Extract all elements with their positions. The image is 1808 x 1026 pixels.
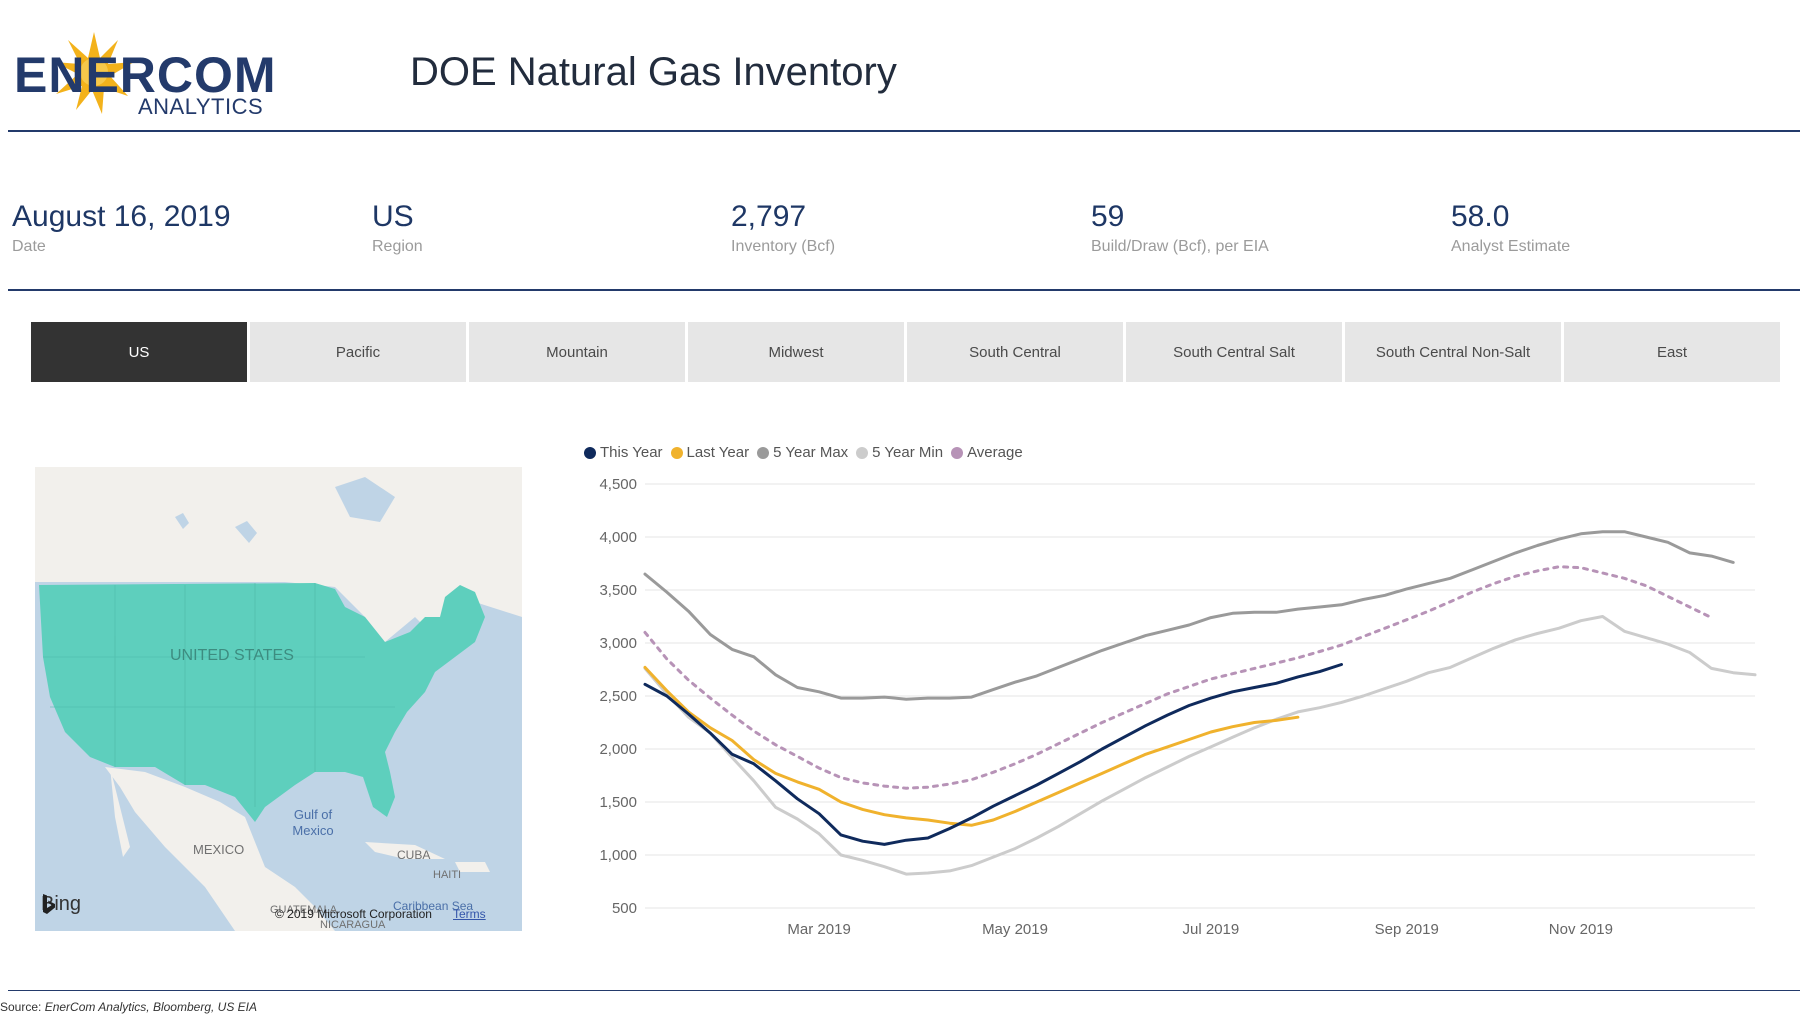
map-label-gulf: Gulf of Mexico: [292, 807, 334, 838]
tab-midwest[interactable]: Midwest: [688, 322, 904, 382]
y-tick-label: 1,500: [599, 794, 637, 811]
legend-dot-this-year: [584, 446, 596, 459]
inventory-line-chart: 500 1,000 1,500 2,000 2,500 3,000 3,500 4,000 4,…: [599, 476, 1757, 938]
region-tabs: US Pacific Mountain Midwest South Centra…: [31, 322, 1780, 382]
logo: [12, 30, 272, 122]
x-tick-label: May 2019: [982, 921, 1048, 938]
kpi-date-value: August 16, 2019: [12, 200, 231, 233]
bing-logo[interactable]: Bing: [41, 893, 81, 916]
x-tick-label: Jul 2019: [1183, 921, 1240, 938]
source-prefix: Source:: [0, 1000, 42, 1014]
tab-east[interactable]: East: [1564, 322, 1780, 382]
kpi-inventory-value: 2,797: [731, 200, 807, 233]
legend-dot-5yr-min: [856, 446, 869, 459]
kpi-analyst-estimate-value: 58.0: [1451, 200, 1510, 233]
tab-pacific[interactable]: Pacific: [250, 322, 466, 382]
tab-south-central-non-salt[interactable]: South Central Non-Salt: [1345, 322, 1561, 382]
y-tick-label: 4,500: [599, 476, 637, 493]
kpi-date-label: Date: [12, 238, 46, 255]
header-divider: [8, 130, 1800, 132]
chart-legend: This Year Last Year 5 Year Max 5 Year Mi…: [584, 444, 1023, 461]
map-label-caribbean: Caribbean Sea: [393, 899, 474, 913]
legend-dot-last-year: [670, 446, 683, 459]
kpi-analyst-estimate: 58.0 Analyst Estimate: [1451, 200, 1791, 256]
legend-item-5yr-max[interactable]: 5 Year Max: [757, 444, 848, 461]
legend-dot-average: [951, 446, 964, 459]
y-tick-label: 4,000: [599, 529, 637, 546]
legend-item-this-year[interactable]: This Year: [584, 444, 663, 461]
logo-subtitle: ANALYTICS: [138, 94, 264, 119]
map-canvas: [35, 467, 522, 931]
bing-icon: [43, 894, 55, 914]
kpi-inventory: 2,797 Inventory (Bcf): [731, 200, 1071, 256]
map-label-haiti: HAITI: [433, 869, 462, 881]
map-label-guatemala: GUATEMALA: [270, 904, 338, 916]
footer-divider: [8, 990, 1800, 991]
legend-item-last-year[interactable]: Last Year: [670, 444, 750, 461]
y-tick-label: 3,000: [599, 635, 637, 652]
tab-mountain[interactable]: Mountain: [469, 322, 685, 382]
kpi-analyst-estimate-label: Analyst Estimate: [1451, 238, 1571, 255]
legend-label-5yr-max: 5 Year Max: [773, 444, 849, 461]
y-tick-label: 2,500: [599, 688, 637, 705]
x-tick-label: Mar 2019: [787, 921, 850, 938]
tab-us[interactable]: US: [31, 322, 247, 382]
map-label-mexico: MEXICO: [193, 842, 245, 857]
map-label-cuba: CUBA: [397, 848, 431, 862]
y-tick-label: 1,000: [599, 847, 637, 864]
series-line-5-year-min: [643, 615, 1757, 876]
legend-label-average: Average: [967, 444, 1023, 461]
kpi-date: August 16, 2019 Date: [12, 200, 352, 256]
kpi-build-draw-value: 59: [1091, 200, 1125, 233]
source-note: Source: EnerCom Analytics, Bloomberg, US…: [0, 1000, 257, 1014]
legend-label-last-year: Last Year: [686, 444, 750, 461]
legend-label-5yr-min: 5 Year Min: [872, 444, 944, 461]
series-line-average: [643, 565, 1713, 790]
kpi-region: US Region: [372, 200, 712, 256]
kpi-divider: [8, 289, 1800, 291]
sun-logo-icon: [54, 32, 134, 114]
legend-label-this-year: This Year: [600, 444, 663, 461]
legend-item-average[interactable]: Average: [951, 444, 1023, 461]
us-highlight-shape: [39, 583, 485, 822]
series-line-last-year: [643, 665, 1300, 827]
tab-south-central-salt[interactable]: South Central Salt: [1126, 322, 1342, 382]
legend-item-5yr-min[interactable]: 5 Year Min: [856, 444, 943, 461]
kpi-region-value: US: [372, 200, 414, 233]
y-tick-label: 500: [612, 900, 637, 917]
map-label-nicaragua: NICARAGUA: [320, 919, 386, 931]
kpi-region-label: Region: [372, 238, 423, 255]
page-title: DOE Natural Gas Inventory: [410, 50, 897, 94]
logo-wordmark: ENERCOM: [14, 47, 277, 103]
tab-south-central[interactable]: South Central: [907, 322, 1123, 382]
map-label-country: UNITED STATES: [170, 647, 294, 664]
kpi-inventory-label: Inventory (Bcf): [731, 238, 836, 255]
source-text: EnerCom Analytics, Bloomberg, US EIA: [44, 1000, 258, 1014]
series-line-5-year-max: [643, 530, 1735, 701]
x-tick-label: Nov 2019: [1549, 921, 1613, 938]
x-tick-label: Sep 2019: [1375, 921, 1439, 938]
kpi-build-draw-label: Build/Draw (Bcf), per EIA: [1091, 238, 1269, 255]
region-map[interactable]: UNITED STATES Gulf of Mexico MEXICO CUBA…: [35, 467, 522, 931]
y-tick-label: 3,500: [599, 582, 637, 599]
series-line-this-year: [643, 663, 1343, 846]
kpi-build-draw: 59 Build/Draw (Bcf), per EIA: [1091, 200, 1431, 256]
map-terms-link[interactable]: Terms: [453, 907, 486, 921]
y-tick-label: 2,000: [599, 741, 637, 758]
map-copyright: © 2019 Microsoft Corporation: [275, 907, 432, 921]
legend-dot-5yr-max: [757, 446, 770, 459]
